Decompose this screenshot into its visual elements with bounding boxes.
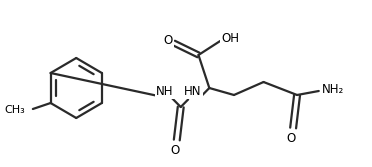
Text: OH: OH xyxy=(221,32,239,44)
Text: O: O xyxy=(163,34,173,46)
Text: NH: NH xyxy=(156,85,174,98)
Text: O: O xyxy=(286,131,296,144)
Text: CH₃: CH₃ xyxy=(4,105,25,115)
Text: O: O xyxy=(170,143,179,156)
Text: HN: HN xyxy=(184,85,202,98)
Text: NH₂: NH₂ xyxy=(321,82,344,96)
